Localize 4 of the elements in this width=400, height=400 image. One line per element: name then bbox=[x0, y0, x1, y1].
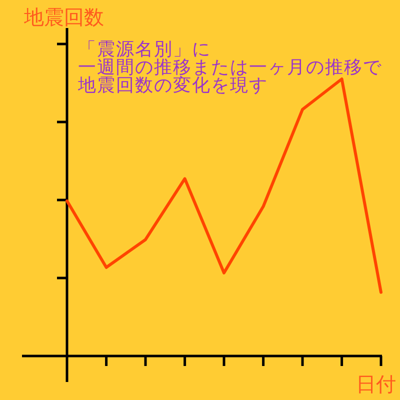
annotation: 「震源名別」に bbox=[78, 39, 211, 60]
y-axis-title: 地震回数 bbox=[23, 5, 104, 29]
annotation: 地震回数の変化を現す bbox=[78, 75, 268, 96]
x-axis-title: 日付 bbox=[356, 372, 396, 396]
